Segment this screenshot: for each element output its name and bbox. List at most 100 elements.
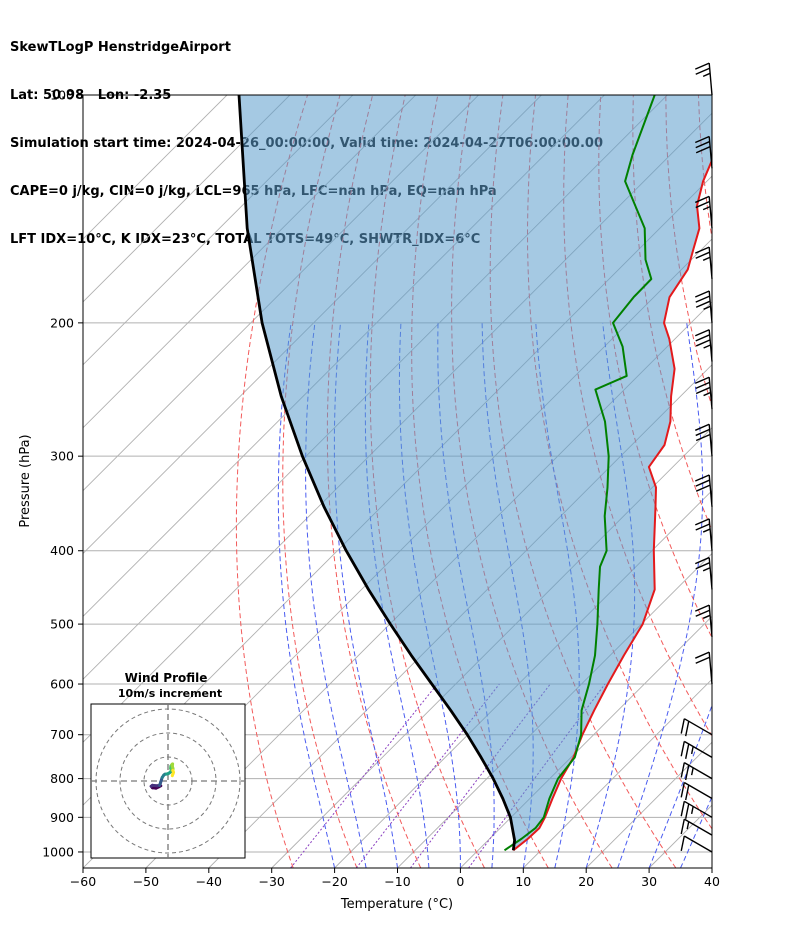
wind-barb [680, 761, 713, 781]
moist-adiabat [333, 322, 398, 868]
barb-flag [695, 300, 711, 308]
barb-flag [695, 562, 710, 570]
hodograph-title: Wind Profile [125, 671, 208, 685]
y-tick-label: 500 [50, 617, 74, 632]
moist-adiabat [680, 795, 712, 868]
barb-staff [683, 740, 713, 758]
barb-flag [684, 743, 690, 759]
barb-flag [695, 62, 710, 70]
barb-flag [695, 423, 710, 431]
x-tick-label: 40 [704, 874, 720, 889]
barb-flag [695, 67, 710, 75]
barb-staff [683, 761, 713, 780]
moist-adiabat [305, 322, 367, 868]
barb-flag [690, 746, 694, 755]
barb-flag [703, 344, 711, 349]
wind-barb [680, 740, 713, 759]
barb-flag [690, 806, 694, 815]
hodograph-inner [91, 704, 245, 858]
barb-flag [680, 718, 685, 734]
isotherm [271, 427, 712, 868]
x-axis-label: Temperature (°C) [340, 897, 453, 912]
x-tick-label: 20 [578, 874, 594, 889]
y-tick-label: 700 [50, 727, 74, 742]
wind-barb [695, 423, 713, 457]
barb-flag [684, 784, 690, 801]
wind-barb [695, 329, 713, 362]
barb-flag [695, 604, 710, 612]
barb-flag [702, 72, 711, 77]
x-tick-label: 30 [641, 874, 657, 889]
barb-flag [703, 305, 711, 310]
dry-adiabat [731, 95, 794, 868]
x-tick-label: −60 [70, 874, 96, 889]
barb-flag [690, 767, 694, 776]
x-tick-label: 10 [515, 874, 531, 889]
barb-staff [683, 835, 713, 853]
x-tick-label: −30 [259, 874, 285, 889]
wind-barb [695, 195, 713, 229]
barb-staff [683, 781, 713, 800]
moist-adiabat [277, 322, 336, 868]
moist-adiabat [711, 866, 712, 868]
isotherm [83, 95, 291, 303]
wind-barb [680, 818, 713, 836]
barb-flag [695, 474, 710, 482]
x-tick-label: −10 [384, 874, 410, 889]
dry-adiabat [235, 95, 308, 868]
barb-flag [684, 721, 690, 737]
wind-barb [695, 474, 713, 507]
y-tick-label: 1000 [42, 844, 74, 859]
barb-flag [695, 329, 710, 337]
isotherm [460, 615, 712, 868]
barb-flag [695, 518, 710, 526]
barb-flag [695, 651, 710, 659]
barb-flag [702, 614, 711, 619]
barb-flag [695, 556, 710, 565]
barb-flag [695, 195, 710, 204]
barb-flag [695, 609, 710, 617]
barb-flag [680, 782, 685, 798]
wind-barb [695, 246, 713, 280]
barb-flag [695, 484, 711, 492]
barb-flag [680, 835, 685, 851]
barb-flag [702, 205, 711, 211]
y-tick-label: 200 [50, 315, 74, 330]
y-axis-label: Pressure (hPa) [18, 434, 33, 527]
wind-barb [695, 376, 713, 410]
y-tick-label: 600 [50, 677, 74, 692]
wind-barb [695, 556, 713, 590]
temperature-line [512, 157, 712, 852]
dry-adiabat [764, 95, 794, 868]
barb-staff [683, 718, 713, 736]
barb-flag [695, 290, 710, 298]
isotherm [522, 678, 712, 868]
barb-flag [695, 381, 710, 390]
moist-adiabat [585, 322, 636, 868]
barb-flag [695, 135, 710, 144]
dry-adiabat [282, 95, 358, 868]
barb-flag [695, 376, 710, 384]
dry-adiabat [369, 95, 485, 868]
barb-flag [702, 256, 711, 261]
wind-barbs [680, 62, 713, 853]
barb-flag [695, 334, 710, 342]
barb-flag [695, 433, 711, 442]
mixing-ratio-line [290, 683, 438, 868]
y-tick-label: 100 [50, 88, 74, 103]
barb-flag [680, 741, 685, 757]
wind-barb [695, 604, 713, 638]
mixing-ratio-line [355, 683, 500, 868]
barb-flag [680, 801, 685, 817]
barb-flag [686, 821, 690, 830]
hodograph [90, 703, 246, 859]
barb-flag [695, 339, 711, 347]
x-tick-label: −40 [196, 874, 222, 889]
barb-flag [695, 246, 710, 254]
hodograph-subtitle: 10m/s increment [118, 687, 222, 700]
isotherm [83, 95, 354, 366]
barb-flag [695, 428, 710, 437]
wind-barb [680, 781, 713, 801]
barb-flag [695, 200, 710, 209]
